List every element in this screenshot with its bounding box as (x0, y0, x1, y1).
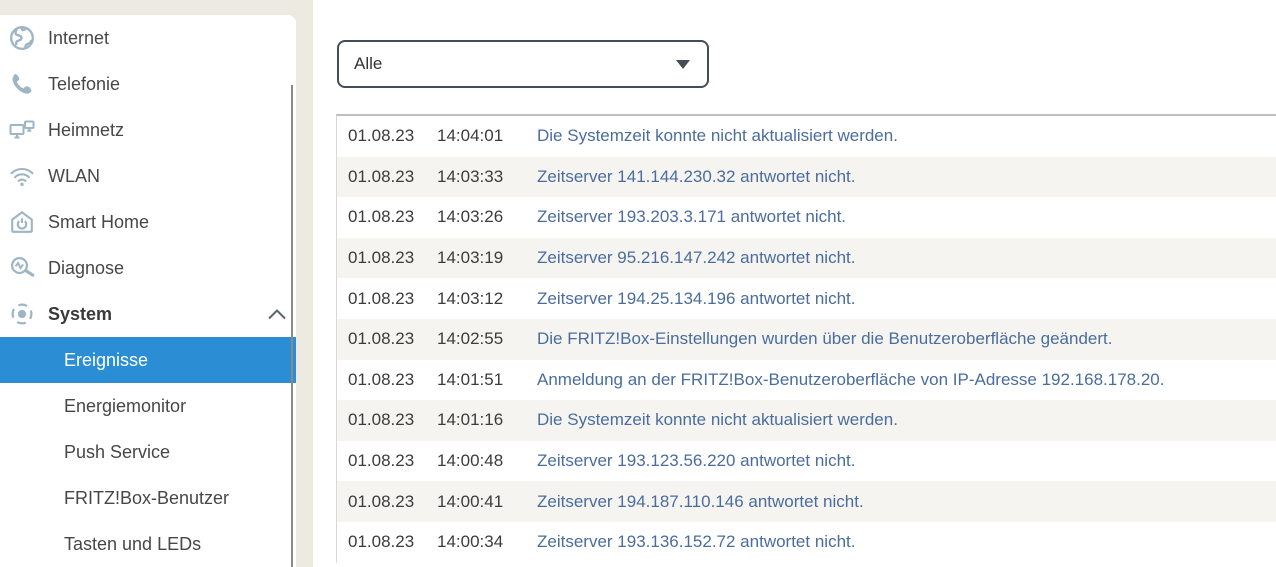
log-date: 01.08.23 (348, 166, 415, 186)
phone-icon (8, 70, 36, 98)
log-message: Die Systemzeit konnte nicht aktualisiert… (537, 126, 898, 146)
sidebar-item-smart-home[interactable]: Smart Home (0, 199, 296, 245)
log-date: 01.08.23 (348, 451, 415, 471)
log-message: Anmeldung an der FRITZ!Box-Benutzeroberf… (537, 369, 1165, 389)
log-time: 14:00:48 (437, 451, 504, 471)
log-row: 01.08.23 14:00:41 Zeitserver 194.187.110.1… (337, 481, 1276, 522)
sidebar-item-label: Smart Home (48, 211, 150, 232)
sidebar-item-telefonie[interactable]: Telefonie (0, 61, 296, 107)
log-message: Zeitserver 95.216.147.242 antwortet nich… (537, 248, 856, 268)
log-date: 01.08.23 (348, 126, 415, 146)
sidebar: Internet Telefonie Heimnetz WLAN Smart Home D… (0, 15, 296, 567)
caret-down-icon (676, 60, 690, 69)
sidebar-item-label: Heimnetz (48, 119, 125, 140)
log-date: 01.08.23 (348, 207, 415, 227)
log-message: Die FRITZ!Box-Einstellungen wurden über … (537, 329, 1113, 349)
log-time: 14:00:41 (437, 491, 504, 511)
sidebar-item-label: Diagnose (48, 257, 125, 278)
sidebar-item-tasten-und-leds[interactable]: Tasten und LEDs (0, 521, 296, 567)
sidebar-item-wlan[interactable]: WLAN (0, 153, 296, 199)
sidebar-item-push-service[interactable]: Push Service (0, 429, 296, 475)
sidebar-item-ereignisse[interactable]: Ereignisse (0, 337, 296, 383)
log-date: 01.08.23 (348, 369, 415, 389)
log-date: 01.08.23 (348, 329, 415, 349)
log-time: 14:01:51 (437, 369, 504, 389)
wifi-icon (8, 162, 36, 190)
sidebar-item-label: Telefonie (48, 73, 121, 94)
sidebar-subitem-label: Energiemonitor (64, 395, 187, 416)
log-row: 01.08.23 14:01:51 Anmeldung an der FRITZ!B… (337, 360, 1276, 401)
log-row: 01.08.23 14:03:26 Zeitserver 193.203.3.171… (337, 197, 1276, 238)
sidebar-subitem-label: Ereignisse (64, 349, 149, 370)
event-log-table: 01.08.23 14:04:01 Die Systemzeit konnte ni… (336, 114, 1276, 563)
sidebar-subitem-label: Push Service (64, 441, 171, 462)
sidebar-item-label: Internet (48, 27, 110, 48)
sidebar-item-diagnose[interactable]: Diagnose (0, 245, 296, 291)
log-time: 14:01:16 (437, 410, 504, 430)
sidebar-nav: Internet Telefonie Heimnetz WLAN Smart Home D… (0, 15, 296, 567)
log-date: 01.08.23 (348, 288, 415, 308)
log-date: 01.08.23 (348, 248, 415, 268)
globe-icon (8, 24, 36, 52)
log-message: Zeitserver 194.187.110.146 antwortet nic… (537, 491, 864, 511)
main-content: Alle 01.08.23 14:04:01 Die Systemzeit konn… (313, 0, 1276, 567)
log-row: 01.08.23 14:03:19 Zeitserver 95.216.147.24… (337, 237, 1276, 279)
sidebar-item-heimnetz[interactable]: Heimnetz (0, 107, 296, 153)
log-message: Zeitserver 193.136.152.72 antwortet nich… (537, 532, 856, 552)
log-time: 14:02:55 (437, 329, 504, 349)
log-time: 14:00:34 (437, 532, 504, 552)
log-row: 01.08.23 14:00:34 Zeitserver 193.136.152.7… (337, 522, 1276, 563)
sidebar-item-label: WLAN (48, 165, 101, 186)
log-date: 01.08.23 (348, 491, 415, 511)
log-row: 01.08.23 14:04:01 Die Systemzeit konnte ni… (337, 116, 1276, 157)
home-network-icon (8, 116, 36, 144)
log-row: 01.08.23 14:00:48 Zeitserver 193.123.56.22… (337, 441, 1276, 482)
log-message: Die Systemzeit konnte nicht aktualisiert… (537, 410, 898, 430)
log-time: 14:04:01 (437, 126, 504, 146)
log-message: Zeitserver 194.25.134.196 antwortet nich… (537, 288, 856, 308)
log-date: 01.08.23 (348, 532, 415, 552)
sidebar-item-internet[interactable]: Internet (0, 15, 296, 61)
sidebar-item-label: System (48, 303, 113, 324)
log-date: 01.08.23 (348, 410, 415, 430)
log-row: 01.08.23 14:03:33 Zeitserver 141.144.230.3… (337, 156, 1276, 198)
log-message: Zeitserver 193.203.3.171 antwortet nicht… (537, 207, 847, 227)
log-time: 14:03:19 (437, 248, 504, 268)
sidebar-item-system[interactable]: System (0, 291, 296, 337)
log-time: 14:03:12 (437, 288, 504, 308)
log-row: 01.08.23 14:02:55 Die FRITZ!Box-Einstellun… (337, 318, 1276, 360)
diagnose-icon (8, 254, 36, 282)
chevron-up-icon[interactable] (267, 308, 287, 320)
event-filter-value: Alle (354, 54, 383, 73)
sidebar-item-fritz-box-benutzer[interactable]: FRITZ!Box-Benutzer (0, 475, 296, 521)
log-row: 01.08.23 14:03:12 Zeitserver 194.25.134.19… (337, 278, 1276, 319)
sidebar-scrollbar[interactable] (291, 85, 293, 567)
system-icon (8, 300, 36, 328)
log-message: Zeitserver 193.123.56.220 antwortet nich… (537, 451, 856, 471)
log-time: 14:03:33 (437, 166, 504, 186)
sidebar-subitem-label: FRITZ!Box-Benutzer (64, 487, 230, 508)
log-message: Zeitserver 141.144.230.32 antwortet nich… (537, 166, 856, 186)
event-filter-dropdown[interactable]: Alle (337, 40, 709, 88)
sidebar-subitem-label: Tasten und LEDs (64, 533, 202, 554)
smart-home-icon (8, 208, 36, 236)
sidebar-item-energiemonitor[interactable]: Energiemonitor (0, 383, 296, 429)
log-time: 14:03:26 (437, 207, 504, 227)
log-row: 01.08.23 14:01:16 Die Systemzeit konnte ni… (337, 400, 1276, 441)
